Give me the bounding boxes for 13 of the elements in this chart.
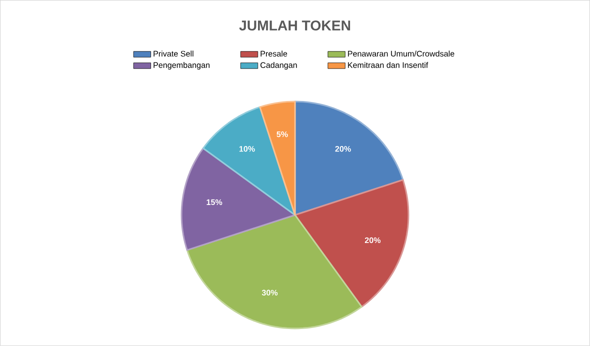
legend-label: Cadangan: [260, 62, 297, 70]
legend-label: Presale: [260, 50, 288, 57]
data-label: 20%: [335, 146, 351, 152]
data-label: 30%: [262, 290, 278, 296]
data-label: 15%: [206, 199, 222, 206]
legend-label: Private Sell: [154, 50, 194, 57]
legend-label: Penawaran Umum/Crowdsale: [348, 50, 454, 57]
data-label: 10%: [239, 146, 255, 152]
data-label: 20%: [364, 237, 381, 244]
legend-label: Kemitraan dan Insentif: [348, 62, 428, 68]
chart-title: JUMLAH TOKEN: [239, 20, 350, 31]
legend-label: Pengembangan: [154, 62, 210, 70]
data-label: 5%: [276, 131, 288, 138]
